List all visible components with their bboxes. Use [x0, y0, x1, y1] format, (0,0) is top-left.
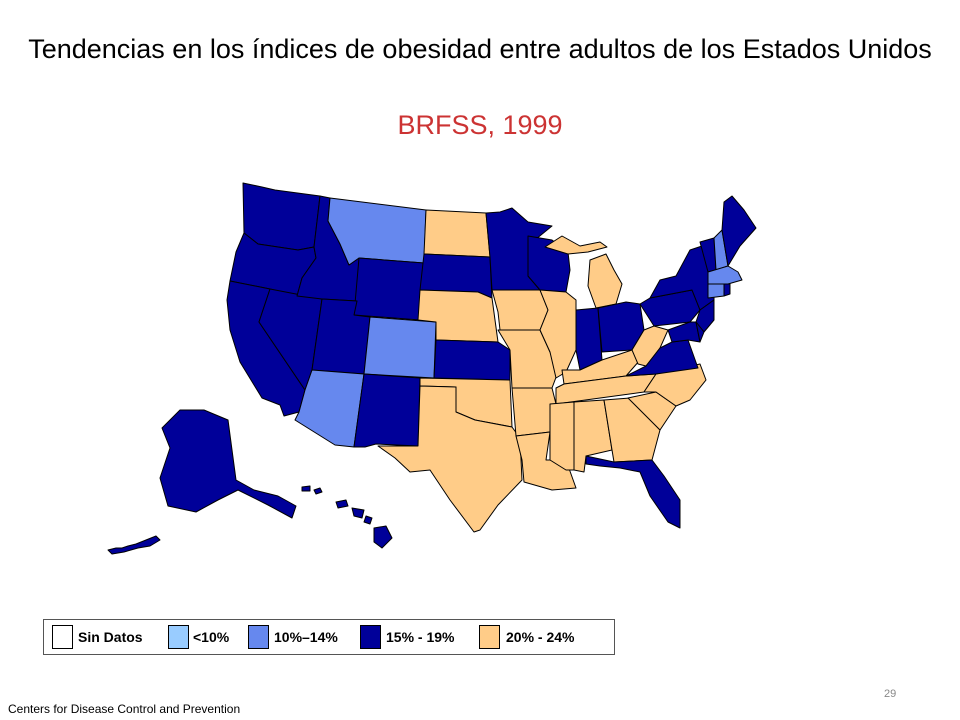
state-TX — [377, 385, 523, 533]
footer-source: Centers for Disease Control and Preventi… — [8, 702, 241, 716]
state-PA — [639, 289, 701, 327]
state-HI-3 — [335, 499, 349, 509]
state-WA — [242, 182, 321, 251]
state-HI-1 — [301, 485, 311, 492]
state-MD — [667, 321, 701, 343]
state-ME — [721, 195, 757, 267]
legend-label: <10% — [193, 629, 230, 645]
state-LA — [515, 431, 577, 491]
state-DE — [695, 321, 705, 343]
state-NJ — [695, 299, 715, 333]
legend-swatch — [168, 625, 189, 649]
legend-label: 20% - 24% — [506, 629, 575, 645]
legend-swatch — [360, 625, 381, 649]
state-MI-upper — [544, 235, 608, 255]
page-number: 29 — [884, 688, 897, 700]
state-HI-2 — [313, 487, 323, 495]
legend-label: 15% - 19% — [386, 629, 455, 645]
state-CO — [363, 316, 437, 379]
state-MS — [549, 401, 575, 471]
state-WV — [631, 325, 669, 367]
state-FL — [585, 455, 681, 529]
legend-label: 10%–14% — [274, 629, 338, 645]
legend: Sin Datos <10% 10%–14% 15% - 19% 20% - 2… — [43, 619, 615, 655]
state-ND — [423, 209, 491, 258]
state-NM — [353, 373, 421, 448]
state-HI-4 — [351, 507, 365, 519]
state-AK-chain — [107, 535, 161, 555]
state-KS — [433, 339, 511, 381]
state-HI-5 — [363, 515, 373, 525]
state-CT — [707, 283, 725, 299]
legend-label: Sin Datos — [78, 629, 143, 645]
state-AK — [159, 409, 297, 519]
state-IA — [491, 289, 549, 331]
state-HI-6 — [373, 525, 393, 549]
state-IN — [575, 307, 603, 371]
page-subtitle: BRFSS, 1999 — [397, 110, 563, 140]
page-title: Tendencias en los índices de obesidad en… — [28, 34, 932, 64]
state-AR — [511, 387, 557, 437]
legend-swatch — [479, 625, 500, 649]
state-MI — [587, 253, 623, 309]
state-RI — [723, 283, 731, 297]
state-IL — [539, 289, 577, 379]
legend-swatch — [52, 625, 73, 649]
us-obesity-map — [107, 182, 757, 555]
legend-swatch — [248, 625, 269, 649]
state-WY — [353, 257, 425, 321]
